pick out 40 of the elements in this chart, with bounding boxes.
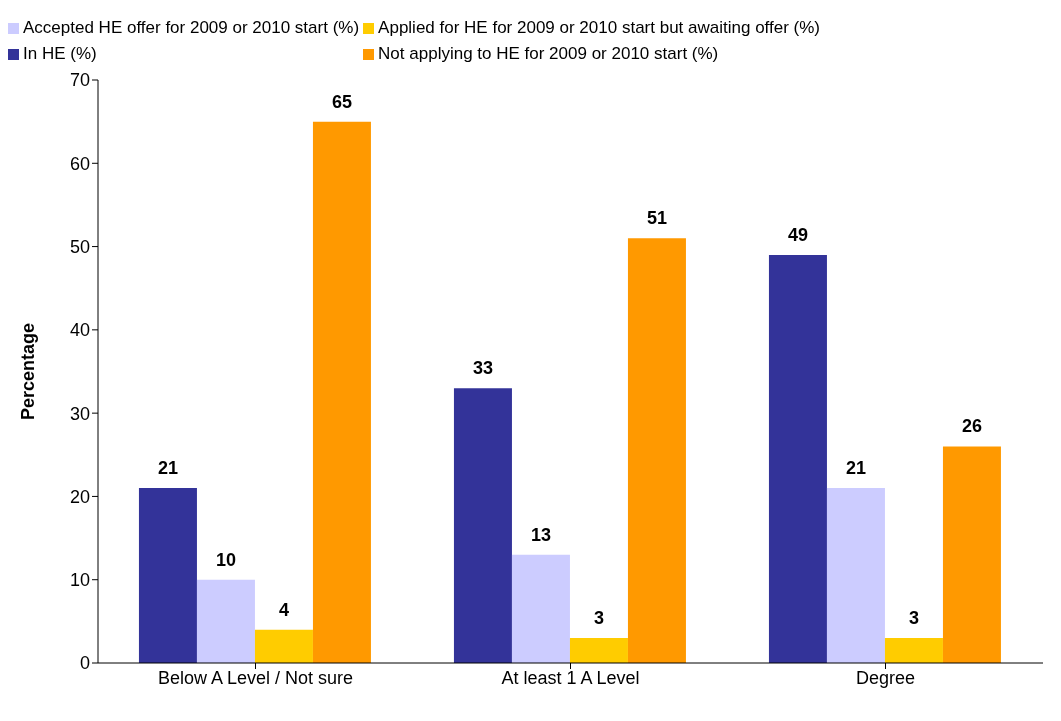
y-tick-label: 60 [69, 153, 90, 174]
bar [453, 388, 512, 663]
legend-label: Applied for HE for 2009 or 2010 start but awaiting offer (%) [378, 18, 821, 38]
legend-label: Accepted HE offer for 2009 or 2010 start (%) [23, 18, 360, 38]
data-label: 4 [278, 599, 289, 620]
y-tick-label: 10 [69, 570, 90, 591]
bar [627, 238, 686, 663]
data-label: 26 [961, 416, 982, 437]
x-tick-label: Below A Level / Not sure [157, 667, 354, 688]
bar [196, 579, 255, 663]
bar [254, 629, 313, 663]
data-label: 13 [530, 524, 551, 545]
bar [138, 488, 197, 663]
data-label: 21 [157, 458, 178, 479]
data-label: 65 [331, 91, 352, 112]
x-tick-label: Degree [855, 667, 916, 688]
bar [569, 638, 628, 663]
y-tick-label: 70 [69, 70, 90, 91]
y-tick-label: 40 [69, 320, 90, 341]
bar [942, 446, 1001, 663]
data-label: 10 [215, 549, 236, 570]
data-label: 49 [787, 224, 808, 245]
y-tick-label: 30 [69, 403, 90, 424]
y-tick-label: 0 [79, 653, 90, 674]
bar [826, 488, 885, 663]
y-tick-label: 20 [69, 486, 90, 507]
data-label: 3 [908, 608, 919, 629]
bar [312, 121, 371, 663]
y-tick-label: 50 [69, 236, 90, 257]
legend-label: In HE (%) [23, 44, 97, 64]
data-label: 3 [593, 608, 604, 629]
data-label: 33 [472, 358, 493, 379]
y-axis-title: Percentage [18, 322, 39, 421]
bar [511, 554, 570, 663]
data-label: 21 [845, 458, 866, 479]
bar [884, 638, 943, 663]
bar [768, 254, 827, 663]
data-label: 51 [646, 208, 667, 229]
legend-label: Not applying to HE for 2009 or 2010 start (%) [378, 44, 719, 64]
x-tick-label: At least 1 A Level [501, 667, 640, 688]
